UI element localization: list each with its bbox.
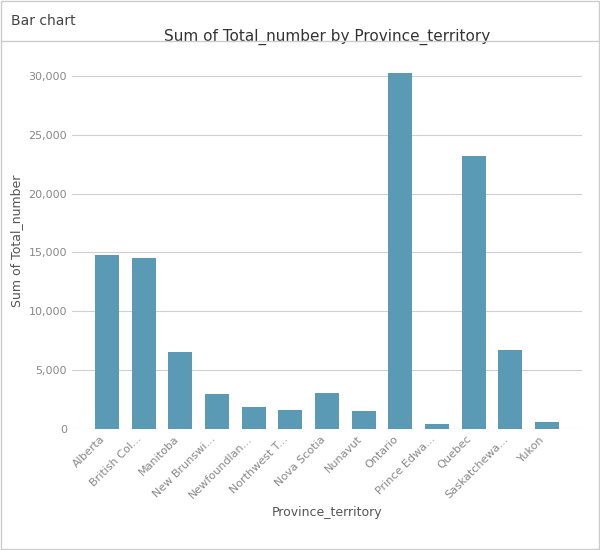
Text: Bar chart: Bar chart xyxy=(11,14,76,28)
Bar xyxy=(169,353,193,429)
X-axis label: Province_territory: Province_territory xyxy=(272,506,382,519)
Bar xyxy=(425,424,449,429)
Title: Sum of Total_number by Province_territory: Sum of Total_number by Province_territor… xyxy=(164,29,490,45)
Bar xyxy=(461,156,485,429)
Bar xyxy=(499,350,522,429)
Bar xyxy=(388,74,412,429)
Bar xyxy=(95,255,119,429)
Bar xyxy=(278,410,302,429)
Bar xyxy=(132,258,155,429)
Bar xyxy=(242,406,266,429)
Bar xyxy=(535,422,559,429)
Bar xyxy=(205,394,229,429)
Y-axis label: Sum of Total_number: Sum of Total_number xyxy=(10,174,23,307)
Bar xyxy=(352,411,376,429)
Bar xyxy=(315,393,339,429)
